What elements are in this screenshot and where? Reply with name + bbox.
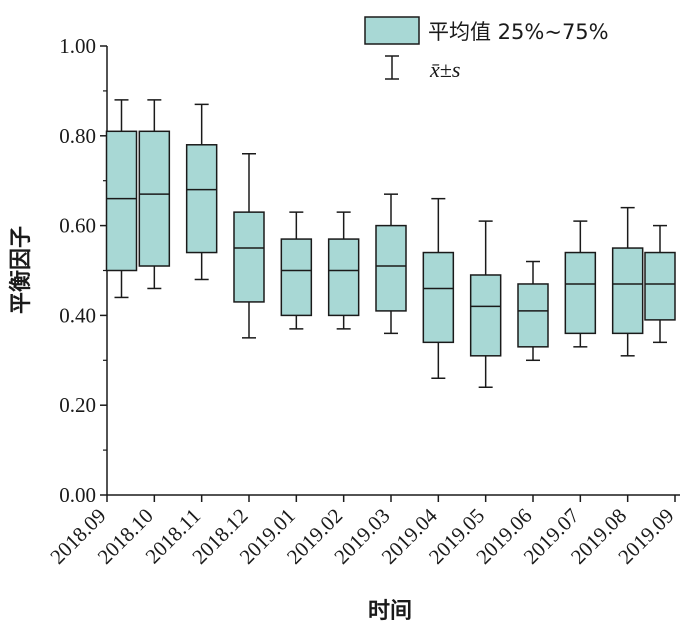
box-2019.04 — [422, 197, 455, 380]
y-tick-label: 1.00 — [59, 34, 96, 58]
y-axis-ticks: 0.00 0.20 0.40 0.60 0.80 1.00 — [59, 34, 107, 507]
box-iqr — [469, 274, 502, 357]
box-2018.11 — [185, 103, 218, 281]
box-2019.07 — [564, 220, 597, 348]
legend: 平均值 25%~75% x̄±s — [364, 16, 609, 82]
box-2018.12 — [233, 153, 265, 339]
box-2018.10 — [138, 99, 171, 290]
box-iqr — [233, 211, 265, 303]
box-2019.02 — [327, 211, 360, 330]
box-2019.05 — [469, 220, 502, 388]
box-iqr — [105, 130, 138, 272]
boxes-group — [105, 99, 676, 388]
y-tick-label: 0.20 — [59, 393, 96, 417]
x-axis-title: 时间 — [368, 599, 412, 624]
y-tick-label: 0.60 — [59, 214, 96, 238]
box-iqr — [280, 238, 313, 317]
box-2019.03 — [375, 193, 407, 335]
box-iqr — [327, 238, 360, 317]
box-2019.06 — [517, 260, 549, 362]
box-2019.09 — [644, 224, 676, 344]
box-2018.09 — [105, 99, 138, 299]
box-iqr — [517, 283, 549, 348]
legend-box-label: 平均值 25%~75% — [428, 20, 609, 44]
box-iqr — [422, 251, 455, 344]
legend-whisker-symbol — [385, 55, 399, 80]
y-tick-label: 0.40 — [59, 303, 96, 327]
y-tick-label: 0.80 — [59, 124, 96, 148]
box-2019.01 — [280, 211, 313, 330]
box-2019.08 — [611, 206, 644, 357]
box-iqr — [185, 144, 218, 254]
box-iqr — [564, 251, 597, 335]
box-iqr — [375, 224, 407, 312]
y-tick-label: 0.00 — [59, 483, 96, 507]
box-iqr — [644, 251, 676, 321]
box-iqr — [611, 247, 644, 335]
box-iqr — [138, 130, 171, 267]
y-axis-title: 平衡因子 — [8, 226, 34, 314]
x-axis-ticks: 2018.092018.102018.112018.122019.012019.… — [45, 495, 679, 569]
legend-box-swatch — [364, 16, 420, 45]
legend-whisker-label: x̄±s — [429, 57, 460, 82]
